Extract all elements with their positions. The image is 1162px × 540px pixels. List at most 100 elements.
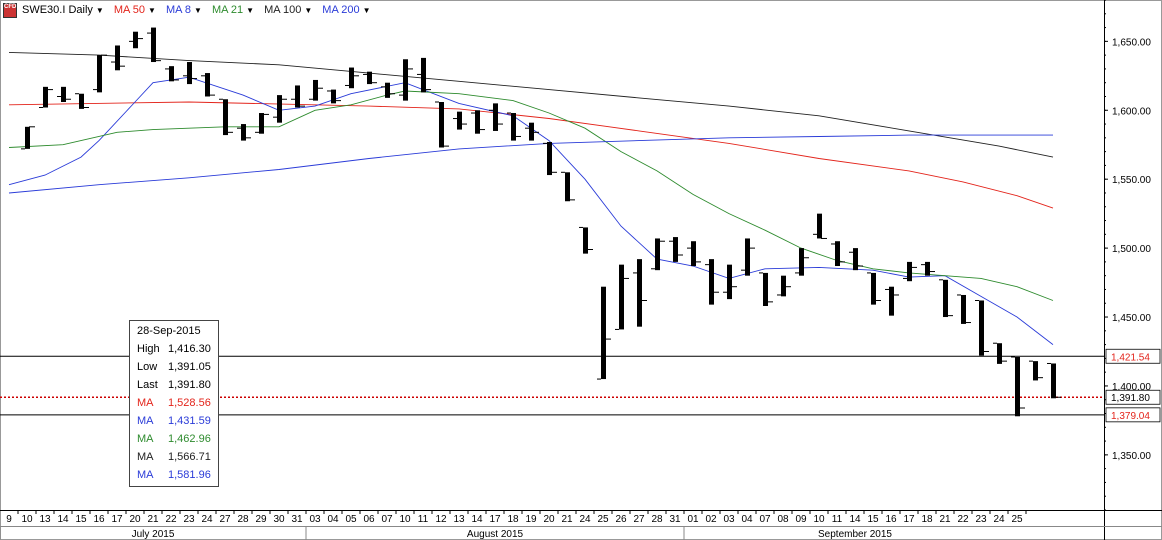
x-tick-label: 17 [489, 514, 501, 525]
infobox-row: MA 1,528.56 [130, 394, 218, 412]
ohlc-bar [403, 59, 408, 101]
ohlc-bar [943, 279, 948, 318]
infobox-label: Low [137, 361, 158, 373]
indicator-2[interactable]: MA 21 ▼ [212, 4, 254, 16]
month-label: August 2015 [467, 529, 524, 540]
x-tick-label: 13 [39, 514, 51, 525]
x-tick-label: 10 [21, 514, 33, 525]
y-tick-label: 1,650.00 [1112, 37, 1151, 48]
x-tick-label: 03 [309, 514, 321, 525]
ohlc-bar [817, 213, 822, 239]
ohlc-bar [115, 45, 120, 71]
ohlc-bar [511, 113, 516, 141]
ohlc-bar [493, 103, 498, 131]
ohlc-bar [169, 66, 174, 82]
ohlc-bar [25, 126, 30, 149]
x-tick-label: 24 [993, 514, 1005, 525]
hline-label-box [1105, 348, 1161, 364]
x-tick-label: 07 [759, 514, 771, 525]
x-tick-label: 25 [1011, 514, 1023, 525]
ohlc-bar [223, 99, 228, 136]
ma-line-2 [8, 90, 1054, 301]
x-tick-label: 29 [255, 514, 267, 525]
x-tick-label: 27 [633, 514, 645, 525]
x-tick-label: 16 [885, 514, 897, 525]
infobox-value: 1,566.71 [168, 451, 211, 463]
y-tick-label: 1,450.00 [1112, 313, 1151, 324]
ohlc-bar [529, 122, 534, 141]
x-tick-label: 22 [165, 514, 177, 525]
ohlc-bar [997, 343, 1002, 364]
x-tick-label: 12 [435, 514, 447, 525]
x-tick-label: 10 [399, 514, 411, 525]
x-tick-label: 06 [363, 514, 375, 525]
indicator-label: MA 50 [113, 4, 146, 16]
indicator-0[interactable]: MA 50 ▼ [114, 4, 156, 16]
ma-line-4 [8, 134, 1053, 194]
y-tick-label: 1,550.00 [1112, 175, 1151, 186]
hline-label: 1,421.54 [1111, 352, 1150, 363]
dropdown-icon: ▼ [95, 5, 104, 15]
ohlc-bar [961, 294, 966, 324]
x-tick-label: 23 [183, 514, 195, 525]
infobox-row: MA 1,566.71 [130, 448, 218, 466]
x-tick-label: 24 [201, 514, 213, 525]
x-tick-label: 10 [813, 514, 825, 525]
ohlc-bar [133, 31, 138, 49]
infobox-row: MA 1,431.59 [130, 412, 218, 430]
infobox-row: Low 1,391.05 [130, 358, 218, 376]
x-tick-label: 21 [147, 514, 159, 525]
y-tick-label: 1,600.00 [1112, 106, 1151, 117]
ohlc-bar [619, 264, 624, 330]
infobox-row: High 1,416.30 [130, 340, 218, 358]
dropdown-icon: ▼ [148, 5, 156, 15]
ohlc-bar [385, 82, 390, 98]
infobox-label: MA [137, 469, 154, 481]
x-tick-label: 08 [777, 514, 789, 525]
ohlc-bar [979, 300, 984, 356]
infobox-value: 1,391.05 [168, 361, 211, 373]
infobox-label: MA [137, 397, 154, 409]
x-tick-label: 11 [832, 514, 843, 525]
x-tick-label: 14 [471, 514, 483, 525]
hline-label: 1,379.04 [1111, 411, 1150, 422]
ohlc-bar [673, 237, 678, 262]
x-tick-label: 14 [57, 514, 69, 525]
ohlc-bar [79, 93, 84, 109]
ohlc-bar [907, 261, 912, 282]
y-tick-label: 1,350.00 [1112, 451, 1151, 462]
x-tick-label: 26 [615, 514, 627, 525]
ohlc-bar [367, 71, 372, 85]
ohlc-bar [277, 95, 282, 123]
infobox-label: MA [137, 415, 154, 427]
ohlc-bar [709, 259, 714, 305]
ohlc-bar [151, 27, 156, 63]
dropdown-icon: ▼ [246, 5, 255, 15]
ohlc-bar [421, 57, 426, 93]
x-tick-label: 31 [291, 514, 303, 525]
infobox-label: MA [137, 451, 154, 463]
cfd-icon: CFD [3, 3, 17, 18]
ohlc-bar [349, 67, 354, 89]
ohlc-bar [799, 248, 804, 276]
x-tick-label: 23 [975, 514, 987, 525]
indicator-3[interactable]: MA 100 ▼ [264, 4, 312, 16]
indicator-4[interactable]: MA 200 ▼ [322, 4, 370, 16]
x-tick-label: 28 [237, 514, 249, 525]
x-tick-label: 15 [75, 514, 87, 525]
infobox-label: High [137, 343, 160, 355]
x-tick-label: 22 [957, 514, 969, 525]
x-tick-label: 02 [705, 514, 717, 525]
ohlc-bar [187, 62, 192, 85]
symbol-label: SWE30.I Daily [22, 4, 93, 16]
indicator-1[interactable]: MA 8 ▼ [166, 4, 202, 16]
indicator-label: MA 8 [165, 4, 192, 16]
ohlc-bar [1051, 363, 1056, 399]
ohlc-bar [763, 272, 768, 306]
symbol-selector[interactable]: CFD SWE30.I Daily ▼ [0, 3, 104, 18]
infobox-value: 1,462.96 [168, 433, 211, 445]
ohlc-bar [61, 86, 66, 102]
x-tick-label: 20 [543, 514, 555, 525]
ohlc-bar [835, 241, 840, 267]
